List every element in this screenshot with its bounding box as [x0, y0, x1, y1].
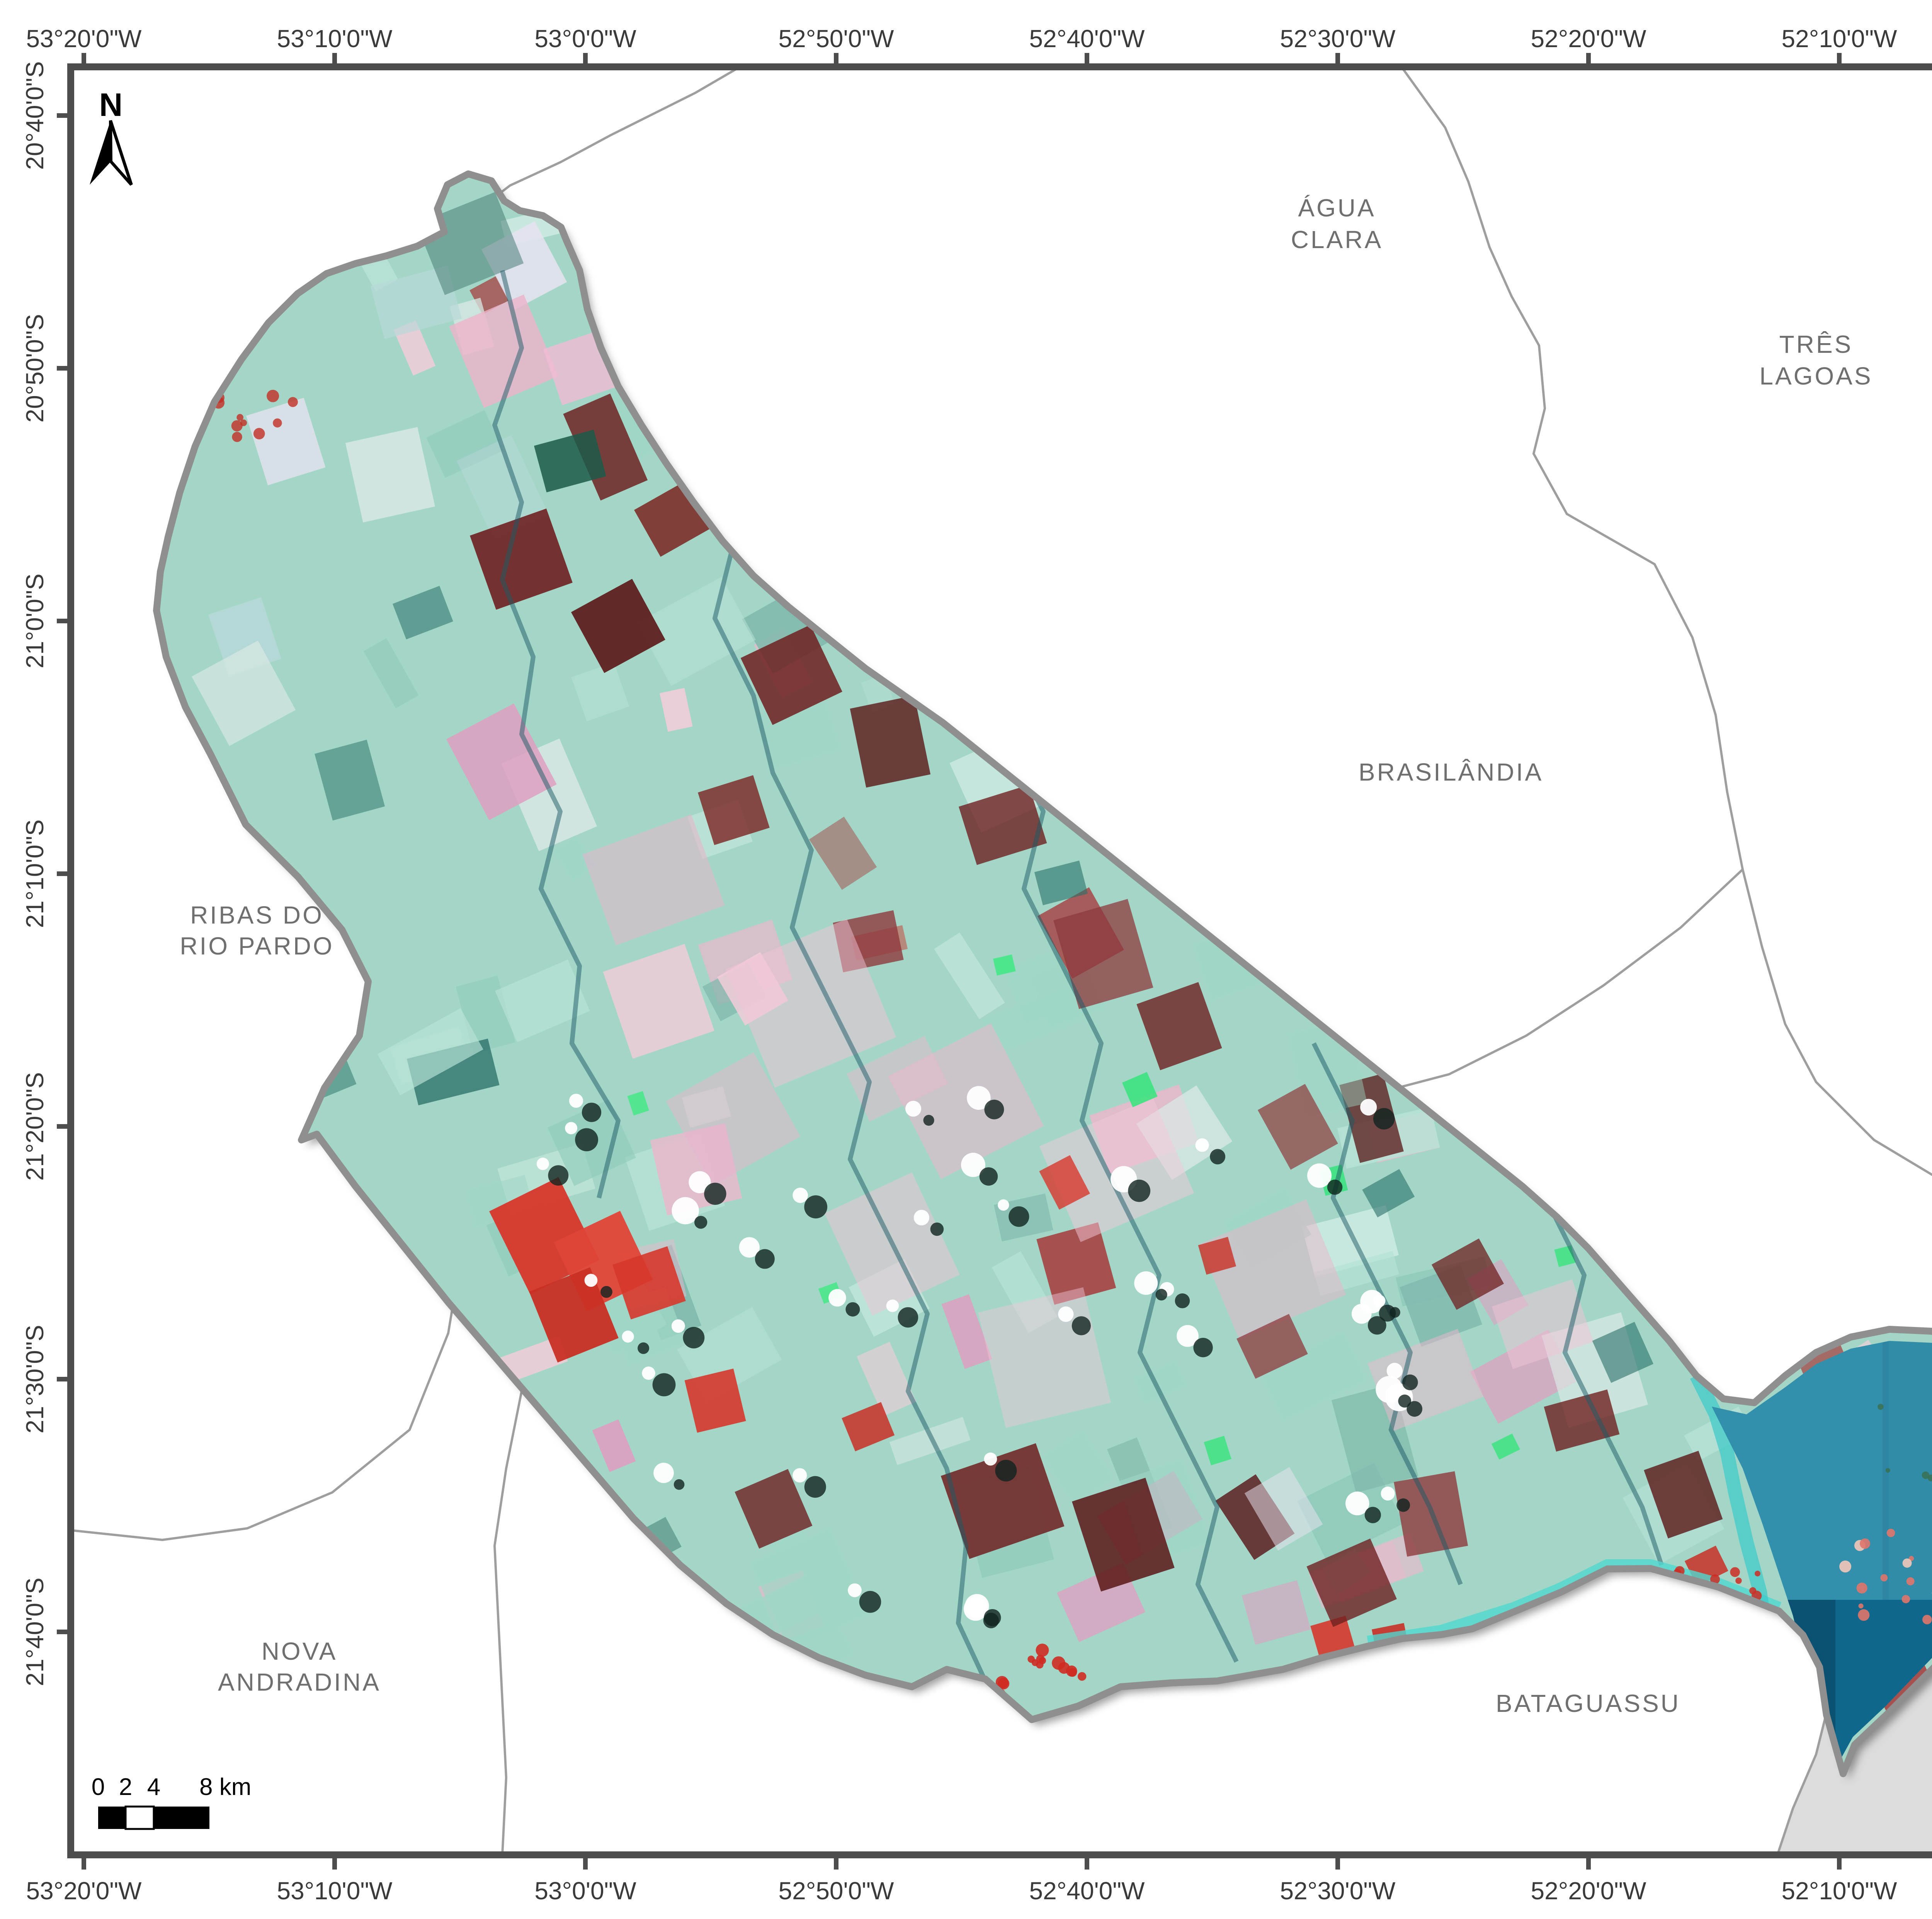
- label-ribas-2: RIO PARDO: [180, 932, 334, 960]
- boundary-novaandradina-bataguassu: [493, 1391, 523, 1855]
- label-tres-lagoas: TRÊS: [1779, 330, 1853, 358]
- lat-label: 20°50'0"S: [21, 314, 49, 422]
- lon-label-top: 52°20'0"W: [1531, 25, 1647, 53]
- boundary-aguaclara-treslagoas: [1400, 66, 1932, 1176]
- label-nova-andradina: NOVA: [262, 1637, 338, 1665]
- north-label: N: [99, 87, 123, 123]
- graticule-ticks: [57, 53, 1842, 1870]
- lon-label-top: 53°10'0"W: [277, 25, 393, 53]
- lon-label-top: 53°20'0"W: [26, 25, 142, 53]
- lon-label-bottom: 52°50'0"W: [779, 1877, 895, 1905]
- lon-label-bottom: 53°20'0"W: [26, 1877, 142, 1905]
- lon-label-bottom: 53°10'0"W: [277, 1877, 393, 1905]
- label-nova-andradina-2: ANDRADINA: [218, 1668, 381, 1696]
- scale-tick-label: 0: [92, 1774, 105, 1800]
- north-arrow-right: [109, 120, 133, 186]
- lon-label-bottom: 52°20'0"W: [1531, 1877, 1647, 1905]
- lat-label: 21°20'0"S: [21, 1072, 49, 1181]
- scale-segment: [98, 1807, 126, 1829]
- municipality-outline: [153, 170, 1932, 1777]
- label-bataguassu: BATAGUASSU: [1496, 1689, 1680, 1717]
- lon-label-top: 52°30'0"W: [1280, 25, 1396, 53]
- lat-label: 21°10'0"S: [21, 819, 49, 928]
- label-brasilandia: BRASILÂNDIA: [1359, 758, 1543, 786]
- lon-label-bottom: 52°10'0"W: [1782, 1877, 1898, 1905]
- lon-label-top: 52°10'0"W: [1782, 25, 1898, 53]
- lon-label-top: 53°0'0"W: [534, 25, 636, 53]
- map-canvas: ÁGUA CLARA TRÊS LAGOAS BRASILÂNDIA RIBAS…: [21, 25, 1932, 1905]
- lat-label: 20°40'0"S: [21, 61, 49, 170]
- satellite-texture: [192, 192, 1932, 1760]
- label-tres-lagoas-2: LAGOAS: [1759, 362, 1872, 390]
- graticule-labels: 53°20'0"W 53°10'0"W 53°0'0"W 52°50'0"W 5…: [21, 25, 1898, 1905]
- map-frame: [67, 63, 1932, 1858]
- boundary-ribas-novaandradina: [70, 1310, 453, 1541]
- lon-label-top: 52°40'0"W: [1029, 25, 1145, 53]
- north-arrow: N: [90, 87, 133, 186]
- lon-label-bottom: 53°0'0"W: [534, 1877, 636, 1905]
- lon-label-bottom: 52°30'0"W: [1280, 1877, 1396, 1905]
- scale-tick-label: 2: [119, 1774, 132, 1800]
- scale-bar: 0 2 4 8 km: [92, 1774, 251, 1830]
- label-agua-clara: ÁGUA: [1298, 194, 1376, 222]
- lon-label-top: 52°50'0"W: [779, 25, 895, 53]
- label-ribas: RIBAS DO: [190, 901, 324, 929]
- scale-tick-label: 8 km: [199, 1774, 251, 1800]
- scale-segment: [124, 1805, 155, 1830]
- scale-tick-label: 4: [147, 1774, 160, 1800]
- boundary-aguaclara-brasilandia: [1375, 868, 1744, 1095]
- lat-label: 21°0'0"S: [21, 573, 49, 669]
- lat-label: 21°30'0"S: [21, 1325, 49, 1433]
- north-arrow-left: [90, 121, 111, 185]
- neighbor-boundaries: [70, 66, 1932, 1855]
- scale-segment: [154, 1807, 209, 1829]
- boundary-ribas-aguaclara: [476, 66, 741, 212]
- neighbor-labels: ÁGUA CLARA TRÊS LAGOAS BRASILÂNDIA RIBAS…: [180, 194, 1872, 1717]
- lat-label: 21°40'0"S: [21, 1577, 49, 1686]
- label-agua-clara-2: CLARA: [1291, 226, 1383, 253]
- lon-label-bottom: 52°40'0"W: [1029, 1877, 1145, 1905]
